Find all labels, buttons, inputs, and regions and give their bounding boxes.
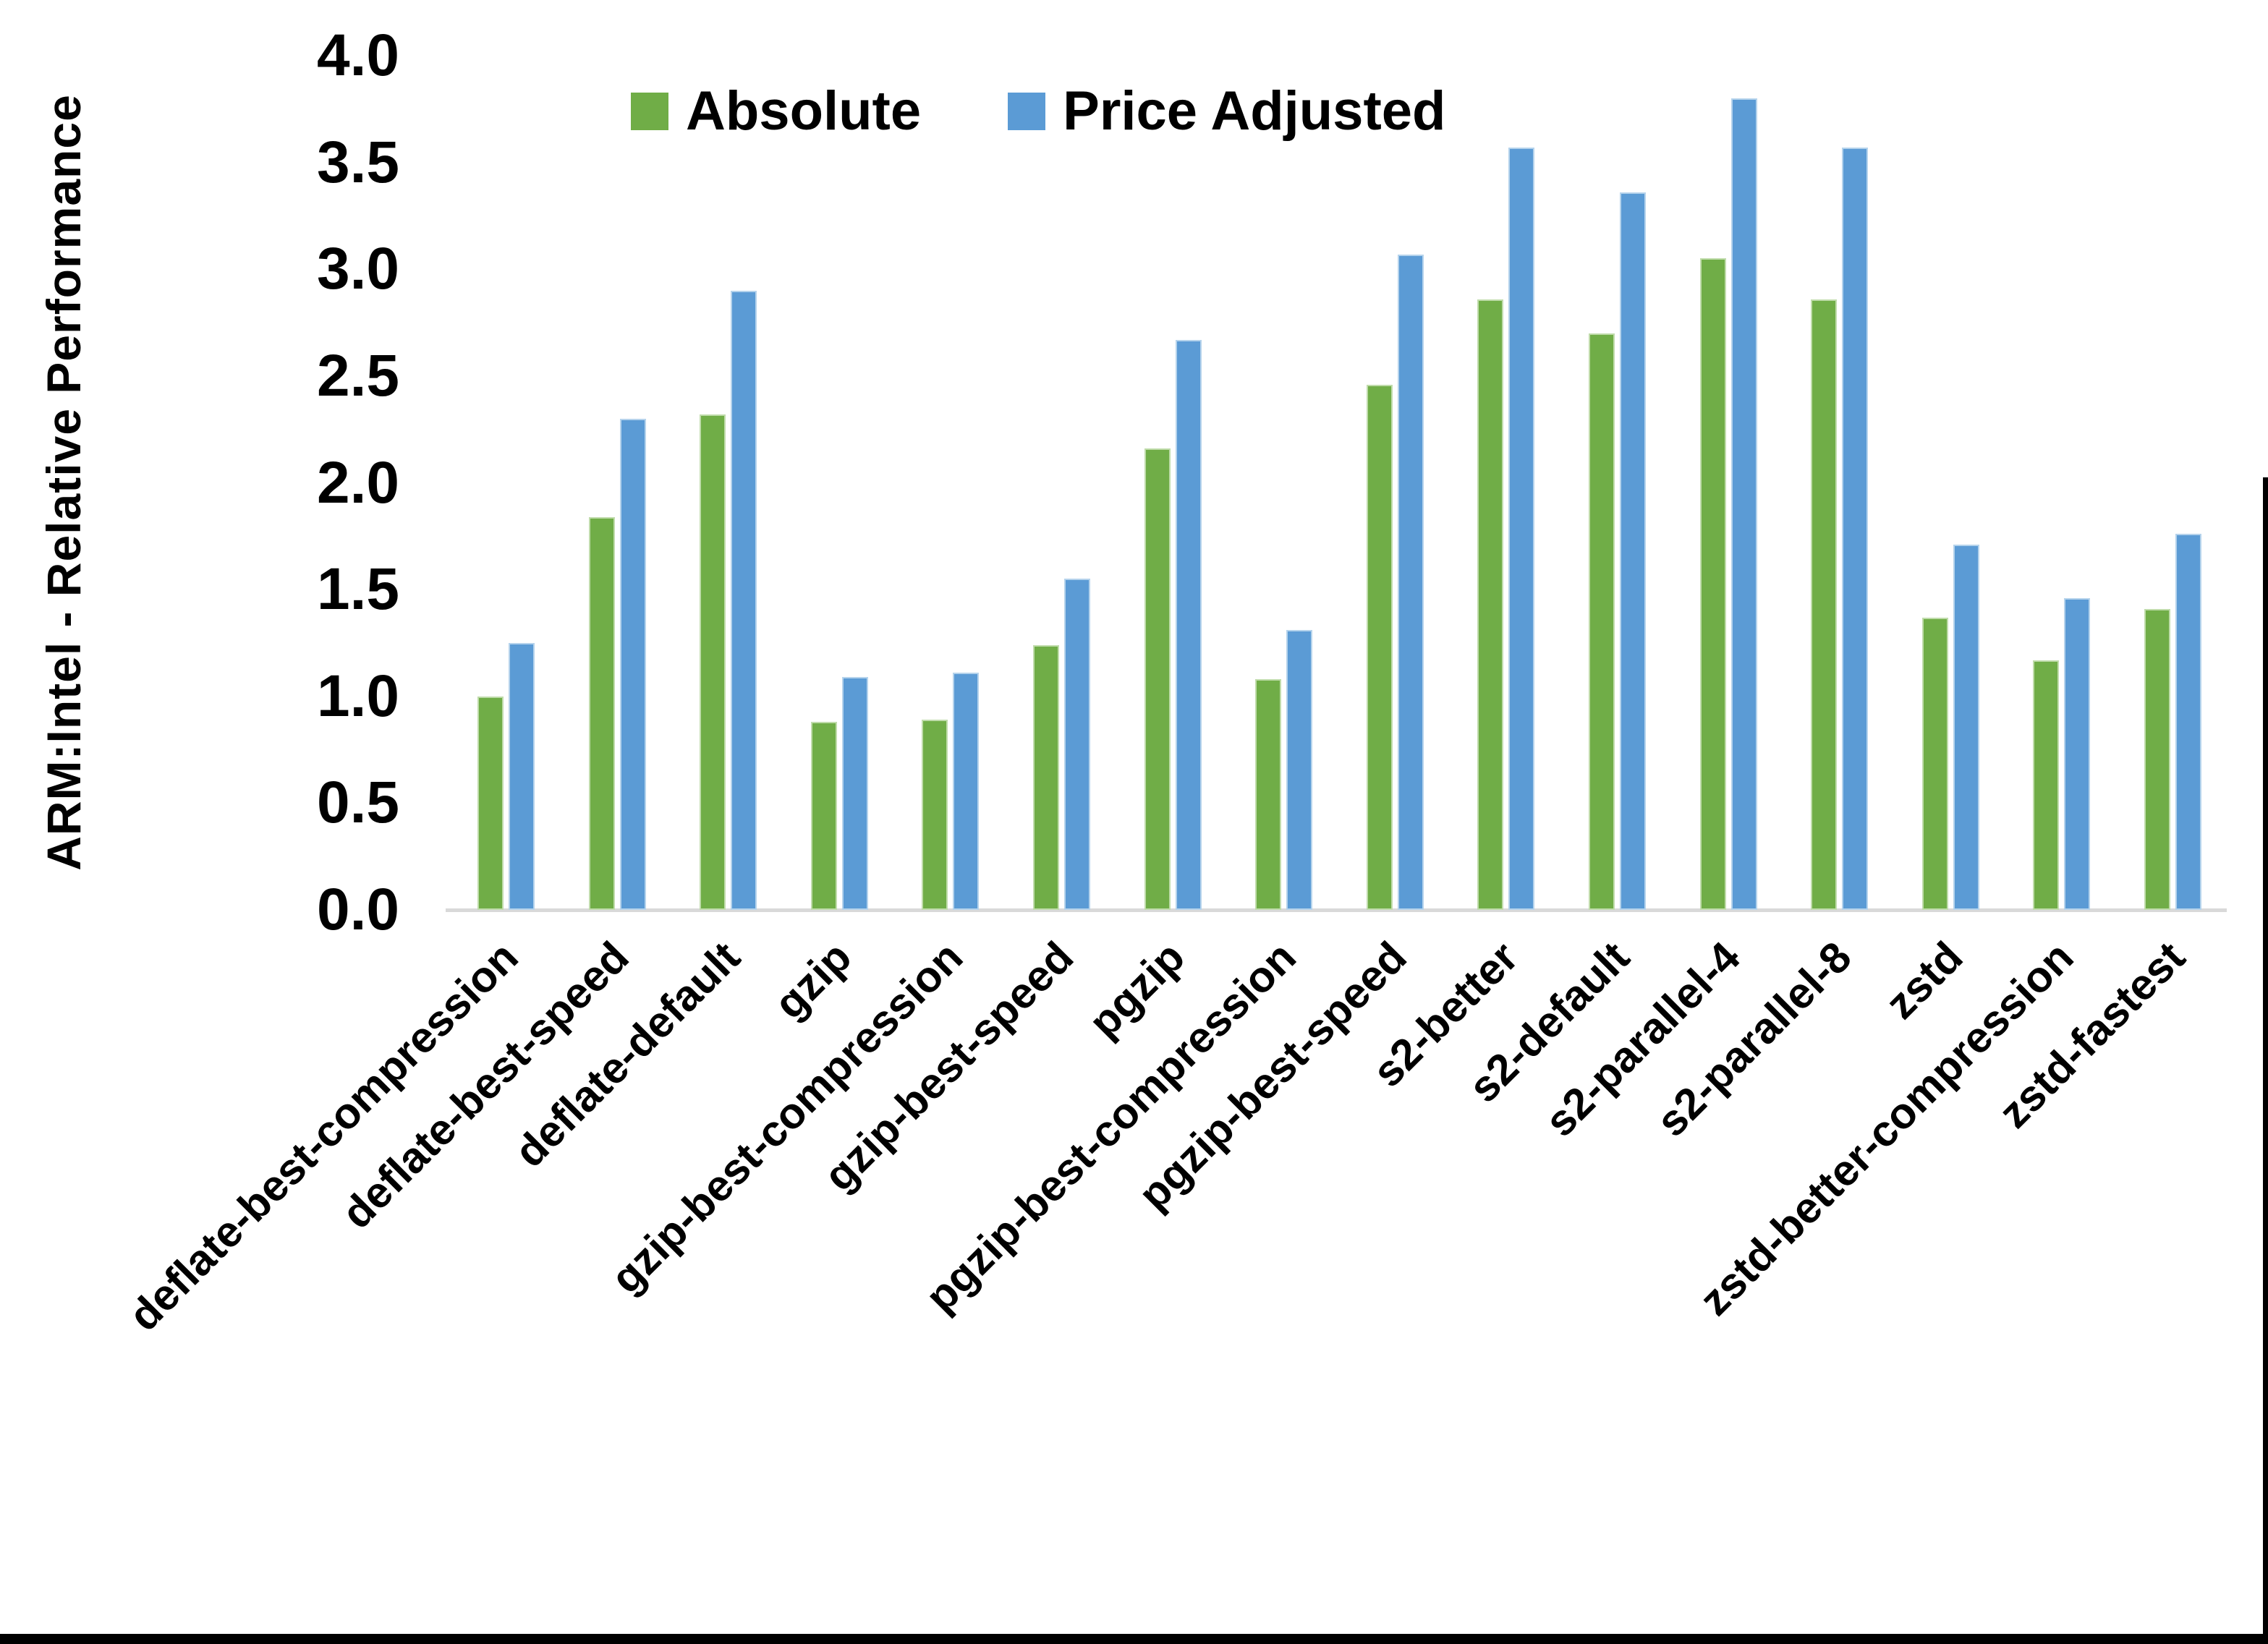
bar-absolute-deflate-best-speed (588, 516, 615, 910)
bar-absolute-zstd (1921, 617, 1948, 910)
y-tick-label-2.5: 2.5 (317, 342, 399, 409)
bar-absolute-s2-default (1589, 333, 1615, 910)
y-tick-label-1.5: 1.5 (317, 556, 399, 623)
x-axis-line (446, 908, 2227, 912)
x-category-label-zstd: zstd (1876, 932, 1972, 1028)
legend-item-price-adjusted: Price Adjusted (1008, 84, 1445, 139)
bar-price-adjusted-s2-parallel-8 (1842, 147, 1869, 910)
bar-absolute-gzip-best-speed (1033, 644, 1059, 910)
bar-absolute-s2-better (1477, 299, 1504, 910)
page-bottom-border (0, 1634, 2268, 1644)
bar-price-adjusted-s2-parallel-4 (1730, 98, 1757, 910)
bar-price-adjusted-deflate-default (731, 290, 757, 910)
bar-price-adjusted-s2-better (1508, 147, 1535, 910)
bar-price-adjusted-gzip-best-compression (953, 673, 980, 910)
bar-absolute-s2-parallel-8 (1811, 299, 1838, 910)
legend-label-price-adjusted: Price Adjusted (1063, 80, 1446, 142)
bar-absolute-zstd-fastest (2144, 608, 2170, 910)
bar-absolute-pgzip (1144, 448, 1171, 910)
bar-absolute-deflate-best-compression (477, 696, 504, 910)
y-tick-label-0.5: 0.5 (317, 770, 399, 836)
bar-price-adjusted-zstd (1953, 545, 1979, 910)
bar-absolute-gzip-best-compression (922, 720, 948, 910)
bar-absolute-zstd-better-compression (2033, 660, 2060, 910)
legend: Absolute Price Adjusted (631, 84, 1445, 139)
bar-price-adjusted-deflate-best-speed (619, 418, 646, 910)
bar-price-adjusted-gzip (841, 677, 868, 910)
bar-price-adjusted-pgzip-best-compression (1286, 630, 1313, 910)
bar-absolute-deflate-default (700, 414, 726, 910)
x-category-label-gzip: gzip (765, 932, 861, 1028)
bar-price-adjusted-pgzip (1175, 339, 1202, 910)
absolute-series-swatch (631, 93, 668, 130)
bar-price-adjusted-zstd-better-compression (2064, 597, 2091, 910)
bar-absolute-pgzip-best-speed (1366, 384, 1393, 910)
bar-price-adjusted-pgzip-best-speed (1397, 254, 1424, 910)
price-adjusted-series-swatch (1008, 93, 1046, 130)
bar-absolute-pgzip-best-compression (1255, 679, 1282, 910)
page-right-border (2263, 477, 2268, 1644)
bar-absolute-s2-parallel-4 (1699, 258, 1726, 910)
legend-label-absolute: Absolute (686, 80, 922, 142)
y-tick-label-1.0: 1.0 (317, 663, 399, 729)
bar-absolute-gzip (810, 722, 837, 910)
y-tick-label-4.0: 4.0 (317, 22, 399, 88)
y-tick-label-0.0: 0.0 (317, 877, 399, 942)
bar-price-adjusted-deflate-best-compression (509, 642, 535, 910)
y-tick-label-3.0: 3.0 (317, 236, 399, 302)
y-tick-label-3.5: 3.5 (317, 129, 399, 195)
y-tick-label-2.0: 2.0 (317, 449, 399, 516)
legend-item-absolute: Absolute (631, 84, 921, 139)
bar-price-adjusted-zstd-fastest (2175, 534, 2201, 910)
bar-price-adjusted-s2-default (1620, 192, 1646, 910)
bar-price-adjusted-gzip-best-speed (1064, 579, 1090, 910)
